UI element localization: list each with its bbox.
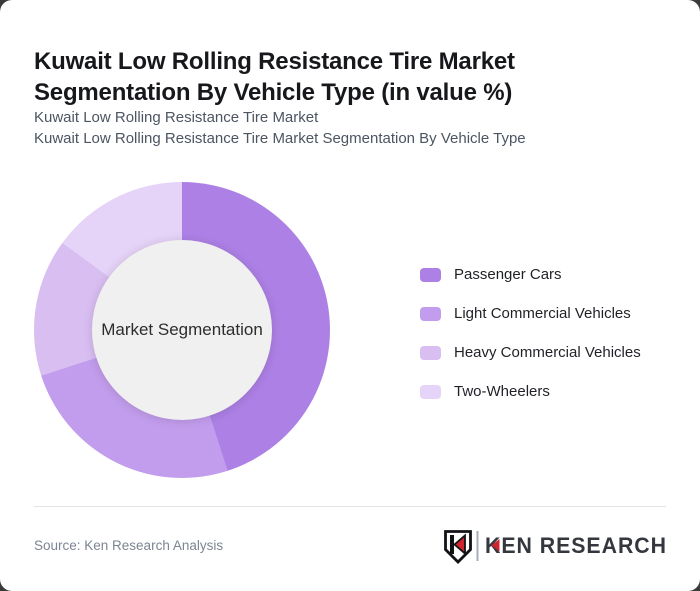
legend-label: Two-Wheelers (454, 383, 550, 400)
logo-wordmark: KEN RESEARCH (485, 533, 667, 558)
legend-label: Passenger Cars (454, 266, 562, 283)
donut-chart: Market Segmentation (34, 182, 330, 478)
subtitle-line-2: Kuwait Low Rolling Resistance Tire Marke… (34, 130, 526, 147)
subtitle-block: Kuwait Low Rolling Resistance Tire Marke… (34, 107, 526, 149)
legend-item: Two-Wheelers (420, 383, 641, 400)
footer-divider (34, 506, 666, 507)
legend-swatch (420, 306, 441, 321)
logo-separator (476, 531, 479, 561)
donut-hole: Market Segmentation (92, 240, 272, 420)
legend-label: Light Commercial Vehicles (454, 305, 631, 322)
source-text: Source: Ken Research Analysis (34, 538, 224, 553)
legend-item: Heavy Commercial Vehicles (420, 344, 641, 361)
chart-legend: Passenger Cars Light Commercial Vehicles H… (420, 266, 641, 423)
logo-shield-k-triangle (453, 533, 466, 556)
legend-swatch (420, 267, 441, 282)
subtitle-line-1: Kuwait Low Rolling Resistance Tire Marke… (34, 109, 319, 126)
legend-item: Passenger Cars (420, 266, 641, 283)
page-title: Kuwait Low Rolling Resistance Tire Marke… (34, 48, 515, 107)
legend-swatch (420, 345, 441, 360)
legend-swatch (420, 384, 441, 399)
logo-wordmark-k-triangle (491, 539, 500, 552)
donut-center-label: Market Segmentation (101, 320, 263, 339)
legend-label: Heavy Commercial Vehicles (454, 344, 641, 361)
legend-item: Light Commercial Vehicles (420, 305, 641, 322)
ken-research-logo: KEN RESEARCH (444, 530, 667, 564)
logo-shield-k-stem (450, 535, 454, 554)
